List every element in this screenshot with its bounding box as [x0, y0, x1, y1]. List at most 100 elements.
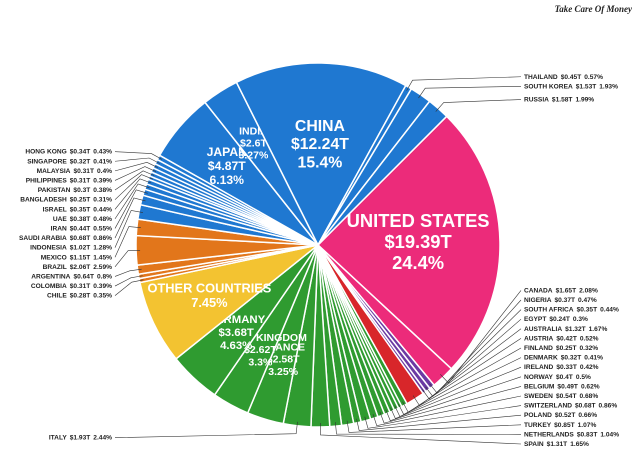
label-part: POLAND [524, 412, 552, 419]
outside-label: MEXICO $1.15T 1.45% [41, 254, 112, 261]
leader-line [114, 170, 155, 191]
outside-label: ITALY $1.93T 2.44% [49, 434, 112, 441]
label-part: BELGIUM [524, 383, 555, 390]
label-part: $0.31T [73, 168, 94, 175]
label-part: 0.41% [93, 158, 112, 165]
label-part: $0.32T [561, 354, 582, 361]
cell-label: 7.45% [191, 295, 228, 310]
label-part: 1.28% [93, 244, 112, 251]
outside-label: ISRAEL $0.35T 0.44% [43, 206, 113, 213]
label-part: IRAN [51, 225, 67, 232]
label-part: PAKISTAN [38, 187, 71, 194]
outside-label: RUSSIA $1.58T 1.99% [524, 96, 594, 103]
label-part: $0.83T [577, 431, 598, 438]
label-part: $2.06T [70, 264, 91, 271]
leader-line [356, 414, 522, 431]
cell-label: 3.25% [268, 366, 298, 378]
label-part: $0.44T [70, 225, 91, 232]
leader-line [440, 290, 522, 384]
outside-label: COLOMBIA $0.31T 0.39% [31, 283, 112, 290]
label-part: 1.04% [600, 431, 619, 438]
outside-label: SWITZERLAND $0.68T 0.86% [524, 402, 617, 409]
cell-label: CHINA [295, 118, 345, 135]
label-part: UAE [53, 216, 68, 223]
cell-label: JAPAN [207, 145, 247, 159]
leader-line [114, 421, 298, 439]
label-part: 1.07% [578, 422, 597, 429]
label-part: $0.42T [556, 335, 577, 342]
leader-line [421, 318, 522, 400]
leader-line [114, 268, 142, 277]
cell-label: $2.62T [244, 344, 277, 356]
outside-label: IRELAND $0.33T 0.42% [524, 364, 599, 371]
label-part: BANGLADESH [20, 196, 67, 203]
outside-label: PAKISTAN $0.3T 0.38% [38, 187, 112, 194]
label-part: $0.4T [556, 374, 573, 381]
leader-line [114, 226, 141, 258]
cell-label: $12.24T [291, 136, 349, 153]
leader-line [346, 420, 522, 433]
label-part: NETHERLANDS [524, 431, 574, 438]
outside-label: ARGENTINA $0.64T 0.8% [31, 273, 112, 280]
label-part: $0.31T [70, 283, 91, 290]
outside-label: MALAYSIA $0.31T 0.4% [37, 168, 113, 175]
leader-line [390, 366, 522, 419]
label-part: $0.68T [575, 402, 596, 409]
leader-line [372, 395, 522, 427]
label-part: AUSTRALIA [524, 326, 562, 333]
leader-line [364, 405, 522, 429]
leader-line [406, 76, 522, 91]
leader-line [114, 174, 153, 200]
label-part: 0.86% [599, 402, 618, 409]
cell-label: $2.58T [267, 354, 300, 366]
label-part: THAILAND [524, 74, 558, 81]
label-part: 0.41% [584, 354, 603, 361]
label-part: 0.5% [576, 374, 591, 381]
leader-line [114, 279, 144, 296]
label-part: $1.65T [556, 287, 577, 294]
label-part: $0.25T [70, 196, 91, 203]
leader-line [435, 99, 522, 112]
label-part: 2.59% [93, 264, 112, 271]
label-part: IRELAND [524, 364, 554, 371]
label-part: $1.32T [565, 326, 586, 333]
label-part: 0.39% [93, 283, 112, 290]
outside-label: INDONESIA $1.02T 1.28% [30, 244, 112, 251]
outside-label: TURKEY $0.85T 1.07% [524, 422, 596, 429]
label-part: 0.43% [93, 148, 112, 155]
country-cell [235, 62, 407, 247]
label-part: BRAZIL [43, 264, 67, 271]
label-part: 0.4% [97, 168, 112, 175]
cell-label: 3.27% [239, 150, 269, 162]
label-part: 0.86% [93, 235, 112, 242]
outside-label: HONG KONG $0.34T 0.43% [25, 148, 112, 155]
label-part: COLOMBIA [31, 283, 67, 290]
label-part: NORWAY [524, 374, 554, 381]
label-part: $0.35T [577, 306, 598, 313]
label-part: 0.57% [584, 74, 603, 81]
label-part: HONG KONG [25, 148, 66, 155]
label-part: $0.28T [70, 292, 91, 299]
outside-label: NIGERIA $0.37T 0.47% [524, 297, 597, 304]
outside-label: SAUDI ARABIA $0.68T 0.86% [19, 235, 112, 242]
label-part: RUSSIA [524, 96, 549, 103]
outside-label: AUSTRALIA $1.32T 1.67% [524, 326, 607, 333]
label-part: 0.68% [579, 393, 598, 400]
label-part: 0.66% [578, 412, 597, 419]
outside-label: NETHERLANDS $0.83T 1.04% [524, 431, 619, 438]
label-part: CHILE [47, 292, 67, 299]
label-part: 0.39% [93, 177, 112, 184]
label-part: $0.85T [554, 422, 575, 429]
outside-label: SOUTH KOREA $1.53T 1.93% [524, 83, 618, 90]
label-part: AUSTRIA [524, 335, 554, 342]
label-part: 0.47% [578, 297, 597, 304]
label-part: SAUDI ARABIA [19, 235, 67, 242]
country-cell [316, 115, 501, 370]
label-part: $0.34T [70, 148, 91, 155]
label-part: 0.55% [93, 225, 112, 232]
outside-label: SINGAPORE $0.32T 0.41% [27, 158, 112, 165]
label-part: $1.58T [552, 96, 573, 103]
label-part: 0.44% [600, 306, 619, 313]
label-part: $0.35T [70, 206, 91, 213]
